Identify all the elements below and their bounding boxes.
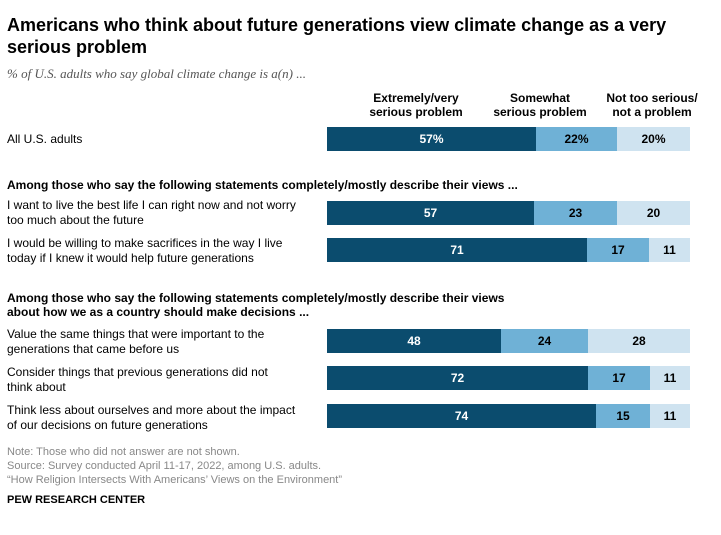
data-label: 28 [632,334,646,348]
bar-segment-extremely: 74 [327,404,596,428]
row-label-line: today if I knew it would help future gen… [7,251,254,265]
data-label: 20 [646,206,661,220]
bar-segment-not-too: 28 [588,329,690,353]
bar-segment-somewhat: 24 [501,329,588,353]
row-label: Think less about ourselves and more abou… [7,403,317,433]
bar-segment-extremely: 48 [327,329,501,353]
column-header-line: Extremely/very [373,91,459,105]
data-label: 71 [450,243,464,257]
column-header-line: serious problem [493,105,587,119]
column-header-somewhat: Somewhat serious problem [490,91,590,119]
section-heading-2: Among those who say the following statem… [7,291,504,319]
bar-segment-somewhat: 22% [536,127,617,151]
column-header-not-too: Not too serious/ not a problem [597,91,707,119]
data-label: 24 [537,334,552,348]
data-label: 20% [641,132,666,146]
data-label: 72 [450,371,465,385]
section-heading-line: Among those who say the following statem… [7,178,518,192]
bar-segment-somewhat: 23 [534,201,617,225]
row-label-line: Consider things that previous generation… [7,365,268,379]
bar-segment-somewhat: 15 [596,404,650,428]
stacked-bar: 57% 22% 20% [327,127,690,151]
row-label-line: I would be willing to make sacrifices in… [7,236,283,250]
bar-segment-somewhat: 17 [588,366,650,390]
bar-segment-somewhat: 17 [587,238,649,262]
data-label: 11 [663,243,676,257]
bar-segment-extremely: 72 [327,366,588,390]
row-label: Value the same things that were importan… [7,327,317,357]
data-label: 17 [612,371,626,385]
row-label-line: Value the same things that were importan… [7,327,265,341]
stacked-bar: 74 15 11 [327,404,690,428]
bar-segment-not-too: 11 [649,238,690,262]
row-label: All U.S. adults [7,132,317,147]
chart-subtitle: % of U.S. adults who say global climate … [7,66,306,81]
stacked-bar: 57 23 20 [327,201,690,225]
data-label: 74 [454,409,469,423]
row-label-line: Think less about ourselves and more abou… [7,403,296,417]
data-label: 11 [663,371,677,385]
pew-logo: PEW RESEARCH CENTER [7,494,146,506]
section-heading-line: Among those who say the following statem… [7,291,505,305]
column-header-line: serious problem [369,105,463,119]
data-label: 57 [423,206,438,220]
data-label: 23 [568,206,583,220]
row-label-line: generations that came before us [7,342,180,356]
data-label: 17 [611,243,625,257]
bar-segment-extremely: 57 [327,201,534,225]
data-label: 15 [616,409,630,423]
column-header-extremely: Extremely/very serious problem [355,91,477,119]
row-label-line: think about [7,380,66,394]
row-label-line: too much about the future [7,213,144,227]
bar-segment-extremely: 57% [327,127,536,151]
data-label: 57% [419,132,444,146]
section-heading-1: Among those who say the following statem… [7,178,518,192]
chart-title: Americans who think about future generat… [7,15,667,57]
data-label: 11 [663,409,677,423]
data-label: 22% [564,132,589,146]
row-label: I want to live the best life I can right… [7,198,317,228]
row-label-line: of our decisions on future generations [7,418,208,432]
column-header-line: not a problem [612,105,692,119]
bar-segment-not-too: 11 [650,366,690,390]
source-text: Source: Survey conducted April 11-17, 20… [7,460,322,472]
row-label-line: All U.S. adults [7,132,83,146]
row-label-line: I want to live the best life I can right… [7,198,296,212]
bar-segment-not-too: 20 [617,201,690,225]
stacked-bar: 72 17 11 [327,366,690,390]
column-header-line: Somewhat [509,91,570,105]
column-header-line: Not too serious/ [606,91,698,105]
bar-segment-not-too: 20% [617,127,690,151]
row-label: Consider things that previous generation… [7,365,317,395]
bar-segment-extremely: 71 [327,238,587,262]
report-title-text: “How Religion Intersects With Americans’… [7,474,343,486]
stacked-bar: 48 24 28 [327,329,690,353]
section-heading-line: about how we as a country should make de… [7,305,310,319]
note-text: Note: Those who did not answer are not s… [7,446,240,458]
stacked-bar: 71 17 11 [327,238,690,262]
bar-segment-not-too: 11 [650,404,690,428]
data-label: 48 [407,334,421,348]
row-label: I would be willing to make sacrifices in… [7,236,317,266]
